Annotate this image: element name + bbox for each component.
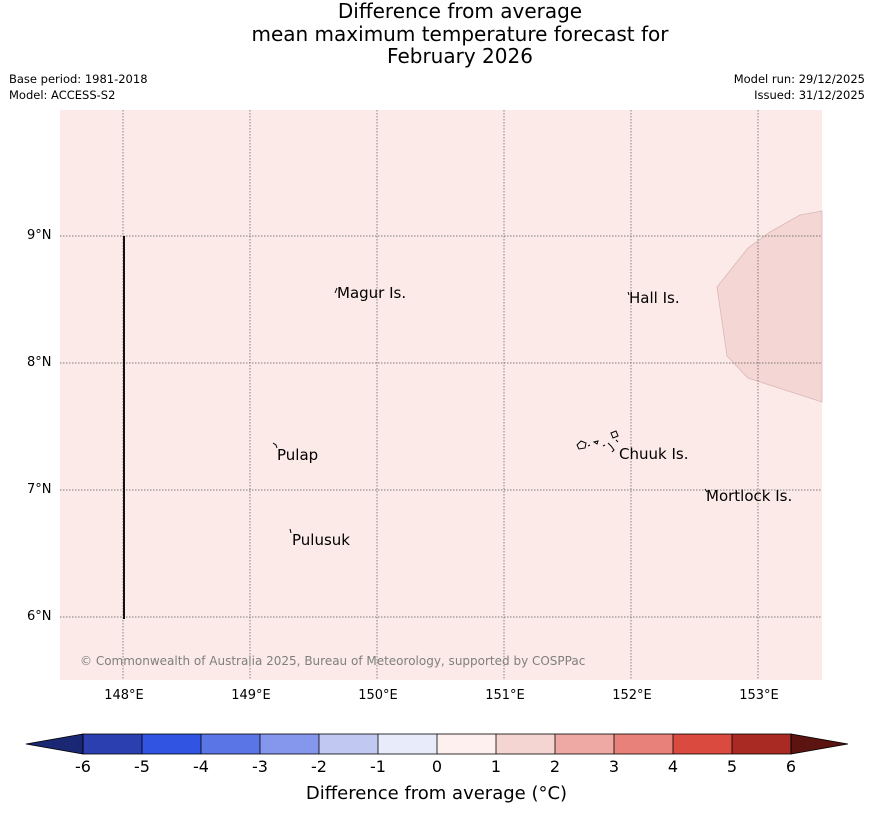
place-label-pulusuk: Pulusuk [292, 531, 350, 549]
run-info: Model run: 29/12/2025 Issued: 31/12/2025 [734, 71, 865, 103]
lon-label-148e: 148°E [104, 688, 144, 703]
map-title: Difference from average mean maximum tem… [0, 0, 873, 68]
colorbar-tick--4: -4 [193, 757, 209, 776]
colorbar-tick-1: 1 [490, 757, 502, 776]
colorbar-tick-3: 3 [608, 757, 620, 776]
issued-text: Issued: 31/12/2025 [754, 88, 865, 102]
colorbar-cell [732, 734, 791, 754]
colorbar-cell [319, 734, 378, 754]
colorbar-tick-4: 4 [667, 757, 679, 776]
colorbar-cell [555, 734, 614, 754]
colorbar-tick-0: 0 [431, 757, 443, 776]
base-period-text: Base period: 1981-2018 [9, 72, 148, 86]
colorbar-cell [437, 734, 496, 754]
title-line-3: February 2026 [387, 44, 533, 68]
model-info: Base period: 1981-2018 Model: ACCESS-S2 [9, 71, 148, 103]
pulap-island-shape [272, 442, 278, 449]
colorbar-tick-5: 5 [726, 757, 738, 776]
place-label-magur-is: Magur Is. [337, 284, 407, 302]
colorbar-cell [201, 734, 260, 754]
colorbar-label: Difference from average (°C) [305, 783, 568, 804]
colorbar-extend-low [25, 733, 84, 755]
hall-island-shape [627, 291, 630, 296]
copyright-notice: © Commonwealth of Australia 2025, Bureau… [80, 654, 586, 668]
island-outlines [272, 287, 708, 534]
colorbar-tick--6: -6 [75, 757, 91, 776]
lat-label-8n: 8°N [27, 355, 52, 370]
lat-label-9n: 9°N [27, 228, 52, 243]
colorbar-cell [378, 734, 437, 754]
lon-label-151e: 151°E [485, 688, 525, 703]
title-line-2: mean maximum temperature forecast for [251, 21, 669, 46]
colorbar [25, 733, 849, 755]
lat-label-6n: 6°N [27, 609, 52, 624]
place-label-mortlock-is: Mortlock Is. [706, 487, 793, 505]
lon-label-152e: 152°E [612, 688, 652, 703]
colorbar-extend-high [790, 733, 849, 755]
colorbar-tick--5: -5 [134, 757, 150, 776]
lon-label-149e: 149°E [231, 688, 271, 703]
lon-label-150e: 150°E [358, 688, 398, 703]
colorbar-tick--3: -3 [252, 757, 268, 776]
magur-island-shape [334, 287, 338, 294]
colorbar-tick--2: -2 [311, 757, 327, 776]
colorbar-cell [673, 734, 732, 754]
model-run-text: Model run: 29/12/2025 [733, 72, 865, 86]
pulusuk-island-shape [289, 528, 292, 534]
model-text: Model: ACCESS-S2 [9, 88, 116, 102]
lat-label-7n: 7°N [27, 482, 52, 497]
mortlock-island-shape [704, 488, 708, 493]
chuuk-lagoon-islands [576, 430, 619, 453]
title-line-1: Difference from average [337, 0, 583, 23]
colorbar-cell [260, 734, 319, 754]
colorbar-cell [496, 734, 555, 754]
colorbar-tick-6: 6 [785, 757, 797, 776]
colorbar-tick-2: 2 [549, 757, 561, 776]
colorbar-tick--1: -1 [370, 757, 386, 776]
place-label-pulap: Pulap [277, 446, 319, 464]
colorbar-cell [83, 734, 142, 754]
warm-anomaly-region [716, 210, 823, 403]
colorbar-cell [142, 734, 201, 754]
place-label-hall-is: Hall Is. [629, 289, 680, 307]
place-label-chuuk-is: Chuuk Is. [619, 445, 689, 463]
lon-label-153e: 153°E [739, 688, 779, 703]
colorbar-cell [614, 734, 673, 754]
map-background [60, 110, 822, 680]
